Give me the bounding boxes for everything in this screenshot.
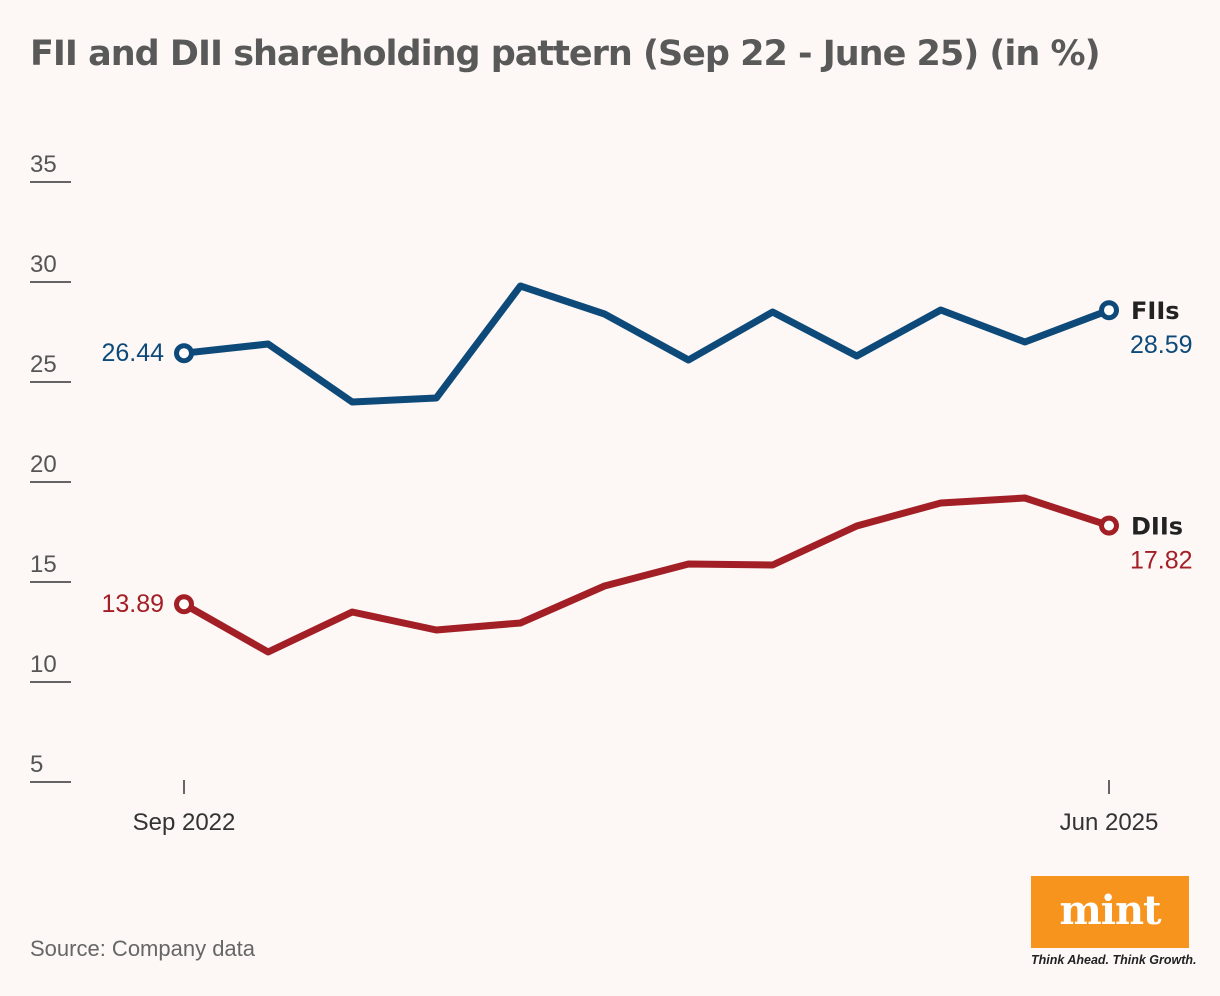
- series-line-fiis: [180, 282, 1113, 406]
- series-line-diis: [180, 494, 1113, 656]
- y-tick-label: 35: [30, 151, 57, 178]
- mint-logo: mint: [1031, 876, 1189, 948]
- end-value-label: 28.59: [1130, 331, 1193, 359]
- y-tick-label: 30: [30, 251, 57, 278]
- logo-text: mint: [1059, 886, 1161, 934]
- end-point-marker: [1099, 300, 1119, 321]
- chart-title: FII and DII shareholding pattern (Sep 22…: [30, 34, 1101, 74]
- start-value-label: 26.44: [101, 339, 164, 367]
- end-value-label: 17.82: [1130, 547, 1193, 575]
- y-tick-label: 20: [30, 451, 57, 478]
- y-tick-label: 5: [30, 751, 43, 778]
- end-point-marker: [1099, 515, 1119, 536]
- start-point-marker: [174, 594, 194, 615]
- source-note: Source: Company data: [30, 936, 256, 961]
- x-tick-label: Jun 2025: [1060, 809, 1159, 836]
- series-name-label: DIIs: [1131, 513, 1183, 541]
- x-tick-label: Sep 2022: [133, 809, 236, 836]
- brand-tagline: Think Ahead. Think Growth.: [1031, 953, 1197, 967]
- y-tick-label: 25: [30, 351, 57, 378]
- y-tick-label: 15: [30, 551, 57, 578]
- series-name-label: FIIs: [1131, 297, 1180, 325]
- y-tick-label: 10: [30, 651, 57, 678]
- start-value-label: 13.89: [101, 590, 164, 618]
- start-point-marker: [174, 343, 194, 364]
